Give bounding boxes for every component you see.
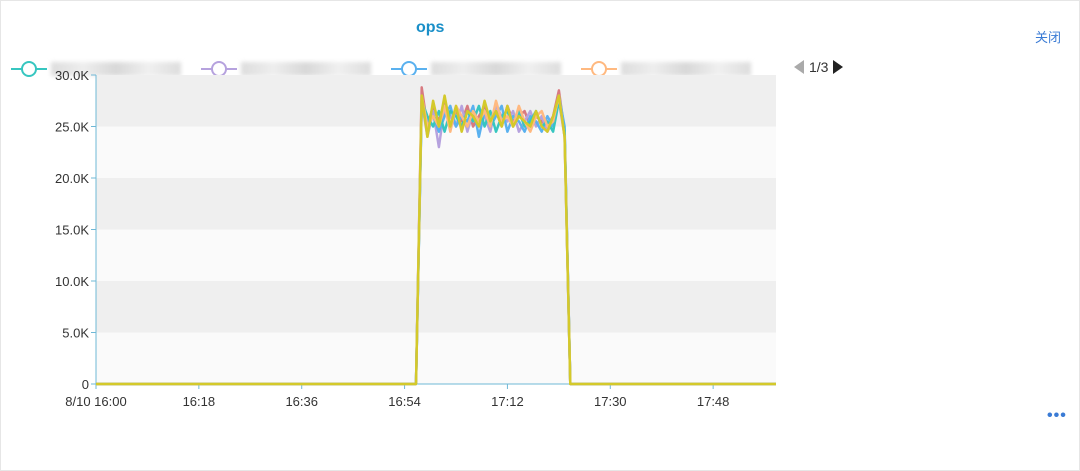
legend-item[interactable] xyxy=(581,59,751,79)
y-tick-label: 5.0K xyxy=(62,326,89,341)
grid-band xyxy=(96,178,776,230)
x-tick-label: 8/10 16:00 xyxy=(65,394,126,409)
grid-band xyxy=(96,126,776,178)
series-line xyxy=(96,94,776,386)
legend-item[interactable] xyxy=(391,59,561,79)
legend-label-redacted xyxy=(51,62,181,76)
legend-label-redacted xyxy=(241,62,371,76)
y-tick-label: 10.0K xyxy=(55,274,89,289)
x-tick-label: 16:18 xyxy=(183,394,216,409)
legend-pager: 1/3 xyxy=(793,59,844,75)
x-tick-label: 17:12 xyxy=(491,394,524,409)
x-tick-label: 16:54 xyxy=(388,394,421,409)
y-tick-label: 20.0K xyxy=(55,171,89,186)
grid-band xyxy=(96,281,776,333)
series-line xyxy=(96,94,776,386)
legend-item[interactable] xyxy=(201,59,371,79)
x-tick-label: 16:36 xyxy=(285,394,318,409)
legend-page: 1/3 xyxy=(809,59,829,75)
series-line xyxy=(96,86,776,386)
grid-band xyxy=(96,332,776,384)
legend-label-redacted xyxy=(621,62,751,76)
legend-item[interactable] xyxy=(11,59,181,79)
legend-marker-icon xyxy=(581,61,617,77)
x-tick-label: 17:30 xyxy=(594,394,627,409)
more-options-button[interactable]: ••• xyxy=(1047,407,1067,424)
close-button[interactable]: 关闭 xyxy=(1035,30,1062,45)
series-line xyxy=(96,99,776,386)
chart-title: ops xyxy=(416,19,445,36)
legend-marker-icon xyxy=(391,61,427,77)
series-line xyxy=(96,94,776,386)
legend-label-redacted xyxy=(431,62,561,76)
y-tick-label: 15.0K xyxy=(55,223,89,238)
legend-marker-icon xyxy=(11,61,47,77)
y-tick-label: 0 xyxy=(82,377,89,392)
grid-band xyxy=(96,75,776,127)
grid-band xyxy=(96,229,776,281)
y-tick-label: 25.0K xyxy=(55,120,89,135)
x-tick-label: 17:48 xyxy=(697,394,730,409)
series-line xyxy=(96,99,776,386)
next-page-icon[interactable] xyxy=(832,59,844,75)
legend-marker-icon xyxy=(201,61,237,77)
prev-page-icon[interactable] xyxy=(793,59,805,75)
